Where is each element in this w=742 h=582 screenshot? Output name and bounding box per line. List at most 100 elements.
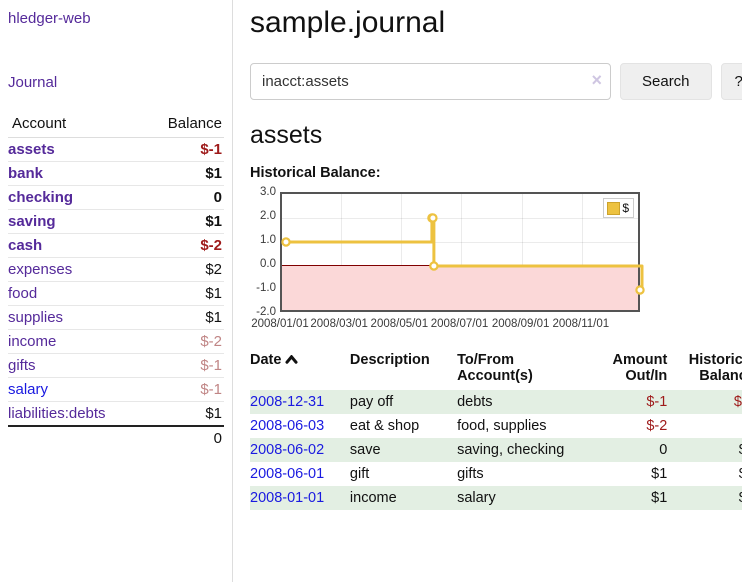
account-link[interactable]: liabilities:debts [8, 405, 106, 422]
y-axis-tick-label: -1.0 [256, 282, 276, 294]
transaction-description: pay off [349, 394, 394, 410]
chart-vgridline [340, 194, 342, 310]
register-header-amount: Amount Out/In [612, 352, 668, 384]
accounts-header-account: Account [8, 112, 142, 138]
search-form: × Search ? [250, 63, 742, 100]
chart-vgridline [461, 194, 462, 310]
chart-hgridline [282, 217, 638, 219]
register-row: 2008-01-01 income salary $1$1 [250, 486, 742, 510]
account-row: assets $-1 [8, 137, 224, 162]
sidebar: hledger-web Journal Account Balance asse… [0, 0, 233, 582]
accounts-total-row: 0 [8, 425, 224, 450]
transaction-accounts: saving, checking [457, 442, 565, 458]
account-row: supplies $1 [8, 305, 224, 330]
account-row: expenses $2 [8, 257, 224, 282]
x-axis-tick-label: 2008/01/01 [251, 318, 309, 330]
register-row: 2008-06-01 gift gifts $1$2 [250, 462, 742, 486]
transaction-accounts: debts [457, 394, 493, 410]
account-link[interactable]: cash [8, 237, 43, 254]
transaction-date-link[interactable]: 2008-06-02 [250, 442, 325, 458]
chart-vgridline [400, 194, 402, 310]
transaction-accounts: salary [457, 490, 496, 506]
x-axis-tick-label: 2008/05/01 [370, 318, 429, 330]
account-row: checking 0 [8, 185, 224, 210]
transaction-description: save [349, 442, 381, 458]
account-link[interactable]: bank [8, 165, 44, 182]
account-balance: $-1 [141, 377, 224, 402]
chart-series [281, 213, 645, 295]
transaction-balance: $-1 [733, 394, 742, 410]
y-axis-tick-label: -2.0 [256, 306, 276, 318]
transaction-description: gift [349, 466, 370, 482]
register-header-date[interactable]: Date [250, 350, 350, 390]
main-content: sample.journal × Search ? assets Histori… [233, 0, 742, 582]
transaction-amount: 0 [659, 442, 668, 458]
help-button[interactable]: ? [720, 63, 742, 100]
chart-vgridline [582, 194, 584, 310]
account-row: cash $-2 [8, 233, 224, 258]
account-link[interactable]: assets [8, 141, 55, 158]
transaction-date-link[interactable]: 2008-01-01 [250, 490, 325, 506]
x-axis-tick-label: 2008/03/01 [310, 318, 368, 330]
transaction-amount: $1 [651, 466, 668, 482]
transaction-date-link[interactable]: 2008-06-03 [250, 418, 325, 434]
account-balance: $-1 [141, 353, 224, 378]
transaction-description: eat & shop [349, 418, 420, 434]
transaction-accounts: food, supplies [457, 418, 547, 434]
register-table: Date Description To/From Account(s) Amou… [250, 350, 742, 510]
account-link[interactable]: supplies [8, 309, 64, 326]
transaction-description: income [349, 490, 397, 506]
transaction-balance: $1 [669, 486, 742, 510]
transaction-date-link[interactable]: 2008-06-01 [250, 466, 325, 482]
chart-vgridline [522, 194, 524, 310]
account-balance: $1 [141, 305, 224, 330]
transaction-date-link[interactable]: 2008-12-31 [250, 394, 325, 410]
accounts-total-value: 0 [141, 425, 224, 450]
account-link[interactable]: expenses [8, 261, 73, 278]
sidebar-item-journal[interactable]: Journal [8, 74, 58, 91]
account-heading: assets [250, 121, 323, 149]
chart-hgridline [282, 241, 638, 243]
account-balance: $-1 [141, 137, 224, 162]
search-button[interactable]: Search [620, 63, 712, 100]
account-row: saving $1 [8, 209, 224, 234]
chart-title: Historical Balance: [250, 165, 381, 181]
accounts-table: Account Balance assets $-1 bank $1 checking 0… [8, 112, 224, 450]
account-link[interactable]: checking [8, 189, 74, 206]
transaction-amount: $-2 [646, 418, 668, 434]
y-axis-tick-label: 2.0 [260, 210, 276, 222]
account-row: salary $-1 [8, 377, 224, 402]
transaction-accounts: gifts [457, 466, 484, 482]
x-axis-tick-label: 2008/09/01 [491, 318, 550, 330]
transaction-balance: 0 [669, 414, 742, 438]
search-input[interactable] [250, 63, 611, 100]
brand-link[interactable]: hledger-web [8, 10, 91, 27]
account-balance: $-2 [141, 233, 224, 258]
clear-search-icon[interactable]: × [591, 70, 602, 90]
account-link[interactable]: gifts [8, 357, 36, 374]
page-title: sample.journal [250, 6, 446, 39]
account-link[interactable]: food [8, 285, 38, 302]
chart-legend: $ [603, 198, 634, 218]
account-balance: $-2 [141, 329, 224, 354]
account-link[interactable]: salary [8, 381, 49, 398]
historical-balance-chart: $ 3.0 2.0 1.0 0.0 -1.0 -2.0 2008/01/01 2008/03/… [250, 186, 742, 336]
register-header-balance: Historical Balance [688, 352, 742, 384]
y-axis-tick-label: 3.0 [260, 186, 276, 198]
transaction-amount: $-1 [646, 394, 668, 410]
register-row: 2008-06-02 save saving, checking 0$2 [250, 438, 742, 462]
chart-negative-region [282, 266, 638, 310]
transaction-balance: $2 [669, 462, 742, 486]
account-balance: $2 [141, 257, 224, 282]
account-balance: $1 [141, 401, 224, 427]
register-header-accounts: To/From Account(s) [457, 352, 533, 384]
register-row: 2008-12-31 pay off debts $-1 $-1 [250, 390, 742, 414]
x-axis-tick-label: 2008/07/01 [430, 318, 489, 330]
account-link[interactable]: saving [8, 213, 56, 230]
account-balance: $1 [141, 281, 224, 306]
chart-plot-area: $ [280, 192, 645, 312]
legend-swatch-icon [607, 201, 621, 215]
account-link[interactable]: income [8, 333, 57, 350]
account-row: bank $1 [8, 161, 224, 186]
